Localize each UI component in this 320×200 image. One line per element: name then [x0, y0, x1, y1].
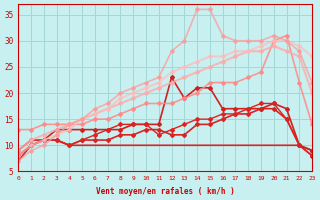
X-axis label: Vent moyen/en rafales ( km/h ): Vent moyen/en rafales ( km/h ): [96, 187, 235, 196]
